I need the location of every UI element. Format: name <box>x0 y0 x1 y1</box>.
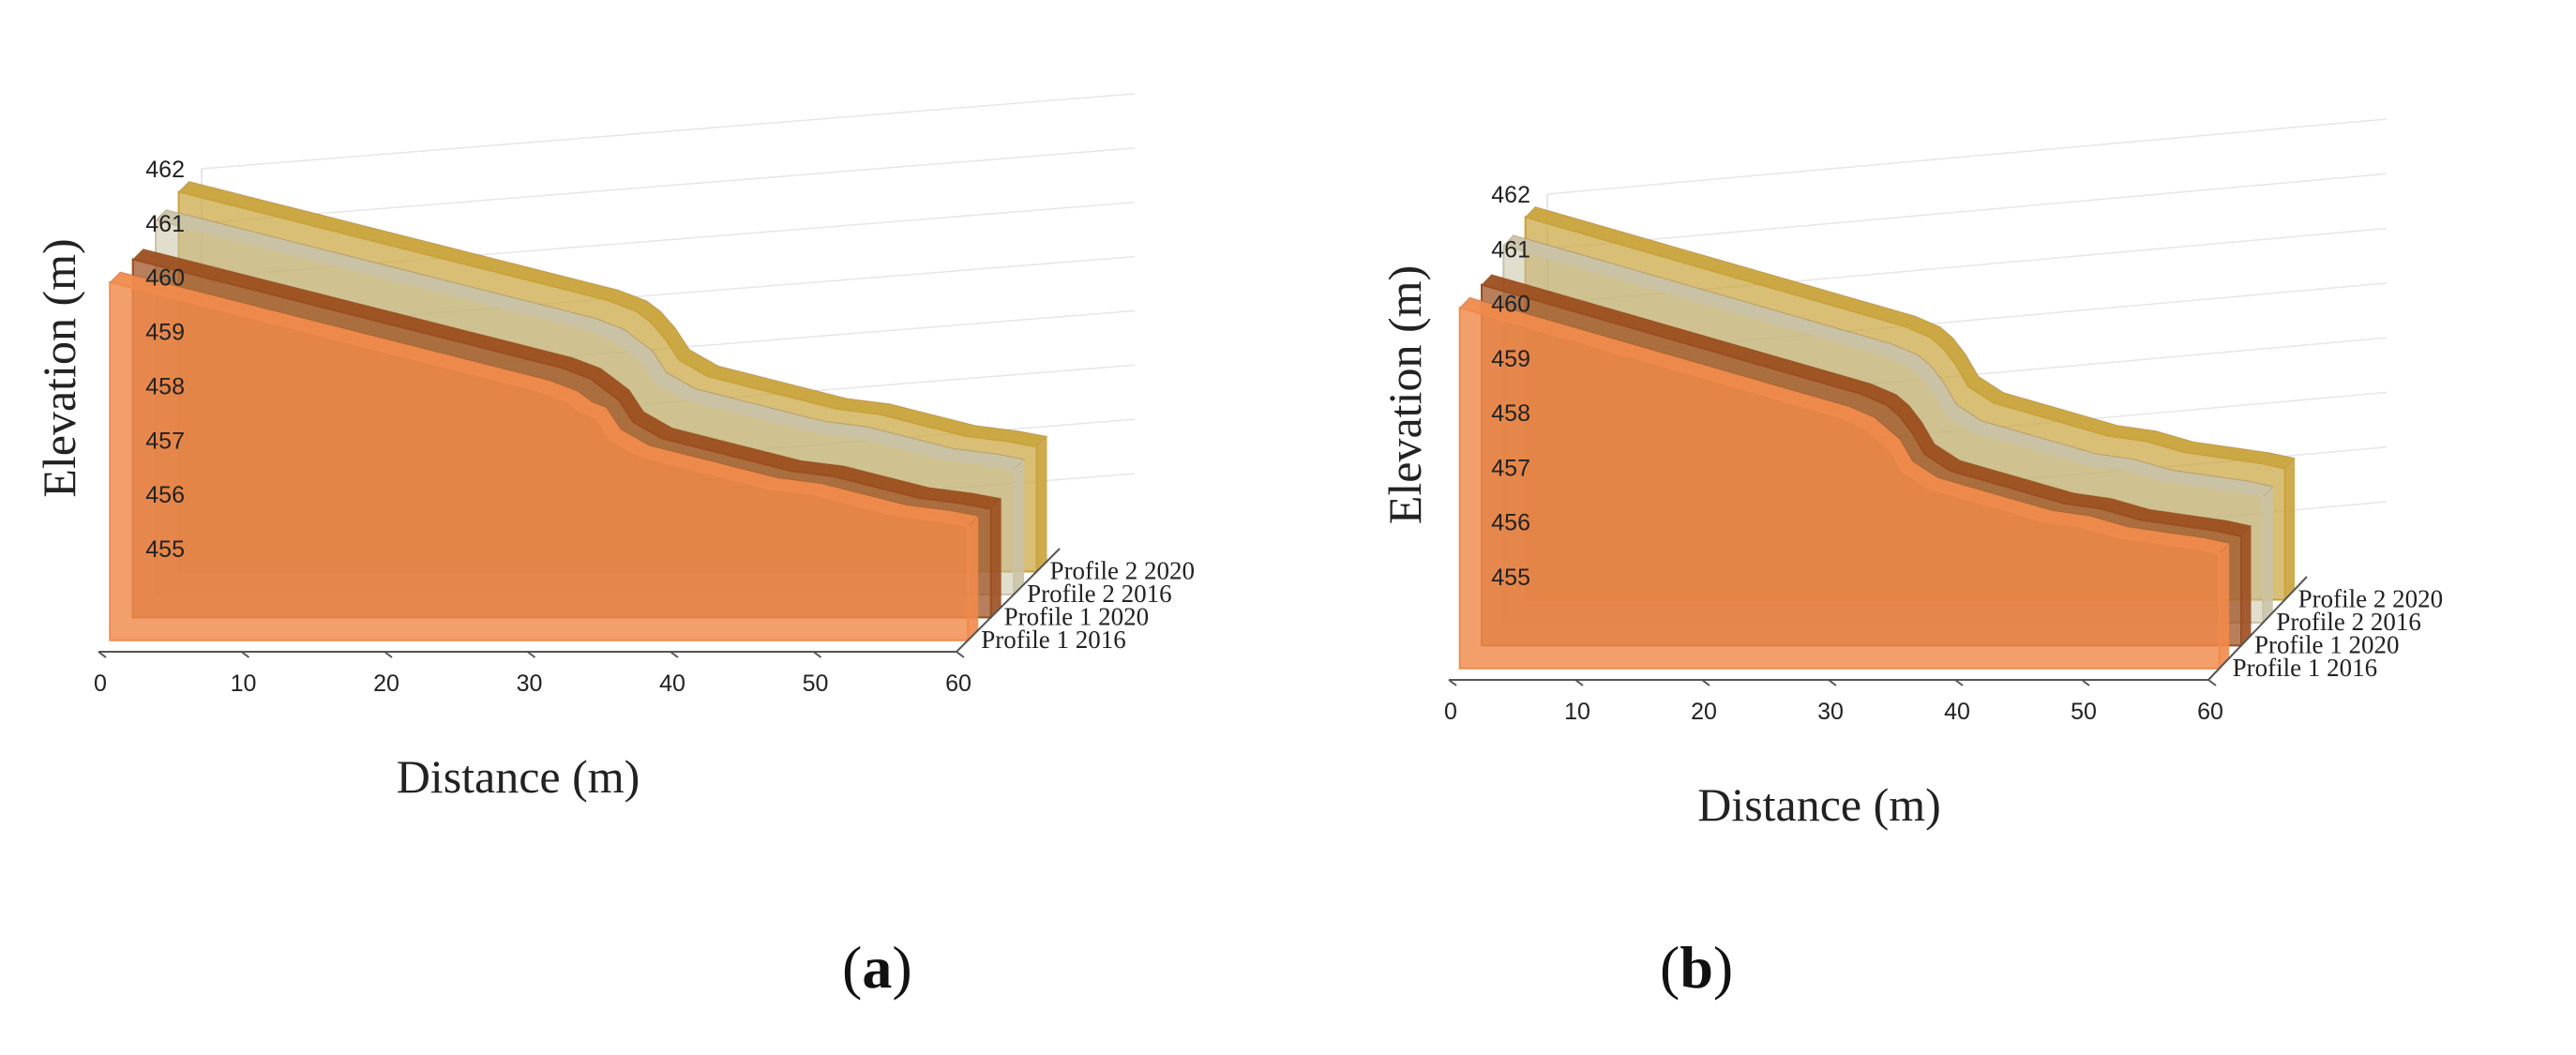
depth-label: Profile 1 2016 <box>981 625 1126 654</box>
x-tick-label: 50 <box>2071 699 2097 725</box>
x-tick <box>384 651 393 658</box>
y-tick-label: 457 <box>145 428 185 454</box>
chart-panel-a: 0 10 20 30 40 50 60 455 456 457 458 459 460 461 462 Pro… <box>33 93 1196 803</box>
y-tick-label: 455 <box>145 536 185 563</box>
y-tick-label: 457 <box>1491 455 1530 481</box>
series-endcap-profile_2_2020 <box>1036 436 1047 572</box>
panel-label-b: (b) <box>1660 934 1734 1001</box>
depth-label: Profile 1 2020 <box>2254 630 2400 658</box>
x-tick-label: 0 <box>1444 699 1457 725</box>
y-tick-label: 458 <box>145 373 185 399</box>
series-endcap-profile_2_2016 <box>1014 459 1025 595</box>
x-tick <box>956 651 965 658</box>
y-tick-label: 462 <box>1491 182 1530 208</box>
series-endcap-profile_1_2016 <box>2219 543 2230 669</box>
x-tick <box>1574 679 1584 686</box>
depth-label: Profile 2 2016 <box>1027 580 1172 608</box>
depth-label: Profile 2 2020 <box>2298 584 2444 612</box>
x-tick <box>812 651 822 658</box>
y-tick-label: 459 <box>145 320 185 346</box>
y-tick-label: 460 <box>145 265 185 292</box>
x-axis-title: Distance (m) <box>397 750 640 803</box>
y-tick-label: 462 <box>145 157 185 183</box>
y-tick-label: 455 <box>1491 565 1530 591</box>
depth-label: Profile 1 2016 <box>2233 654 2378 682</box>
depth-axis-line <box>2207 576 2308 681</box>
series-face-profile_1_2016 <box>109 280 970 641</box>
y-axis-title: Elevation (m) <box>1378 265 1431 524</box>
x-tick <box>98 651 107 658</box>
x-tick-label: 50 <box>803 671 829 697</box>
y-tick-label: 458 <box>1491 400 1530 427</box>
y-tick-label: 459 <box>1491 346 1530 372</box>
x-tick <box>2081 679 2090 686</box>
y-tick-label: 461 <box>1491 236 1530 263</box>
x-tick-label: 10 <box>1564 699 1590 725</box>
series-face-profile_1_2016 <box>1458 306 2221 670</box>
x-tick-label: 20 <box>373 671 399 697</box>
x-tick <box>526 651 536 658</box>
x-tick <box>1954 679 1964 686</box>
x-axis-title: Distance (m) <box>1697 778 1941 831</box>
x-tick <box>1828 679 1837 686</box>
x-tick <box>670 651 679 658</box>
x-tick-label: 10 <box>231 671 257 697</box>
x-tick-label: 40 <box>1944 699 1970 725</box>
x-tick-label: 30 <box>517 671 543 697</box>
x-tick <box>2207 679 2217 686</box>
depth-axis-line <box>956 548 1061 653</box>
x-tick <box>240 651 250 658</box>
x-tick-label: 20 <box>1691 699 1717 725</box>
gridline <box>1546 118 2388 195</box>
x-tick-label: 30 <box>1817 699 1844 725</box>
series-endcap-profile_2_2016 <box>2263 486 2273 623</box>
series-endcap-profile_1_2016 <box>968 516 979 641</box>
y-tick-label: 461 <box>145 211 185 237</box>
series-endcap-profile_1_2020 <box>2241 525 2252 646</box>
series-endcap-profile_2_2020 <box>2284 458 2296 600</box>
y-tick-label: 460 <box>1491 292 1530 318</box>
x-tick <box>1448 679 1457 686</box>
x-tick-label: 60 <box>2197 699 2223 725</box>
depth-label: Profile 2 2016 <box>2276 608 2421 636</box>
depth-label: Profile 2 2020 <box>1050 556 1196 584</box>
panel-label-a: (a) <box>842 934 912 1001</box>
x-tick <box>1701 679 1710 686</box>
x-tick-label: 0 <box>94 671 107 697</box>
depth-label: Profile 1 2020 <box>1004 602 1150 630</box>
y-tick-label: 456 <box>145 482 185 508</box>
chart-panel-b: 0 10 20 30 40 50 60 455 456 457 458 459 460 461 462 Pro… <box>1378 118 2444 831</box>
y-axis-title: Elevation (m) <box>33 238 85 497</box>
gridline <box>201 147 1136 224</box>
y-tick-label: 456 <box>1491 510 1530 536</box>
gridline <box>1546 173 2388 250</box>
x-tick-label: 40 <box>659 671 685 697</box>
gridline <box>201 93 1136 170</box>
x-tick-label: 60 <box>945 671 972 697</box>
series-endcap-profile_1_2020 <box>990 498 1002 618</box>
